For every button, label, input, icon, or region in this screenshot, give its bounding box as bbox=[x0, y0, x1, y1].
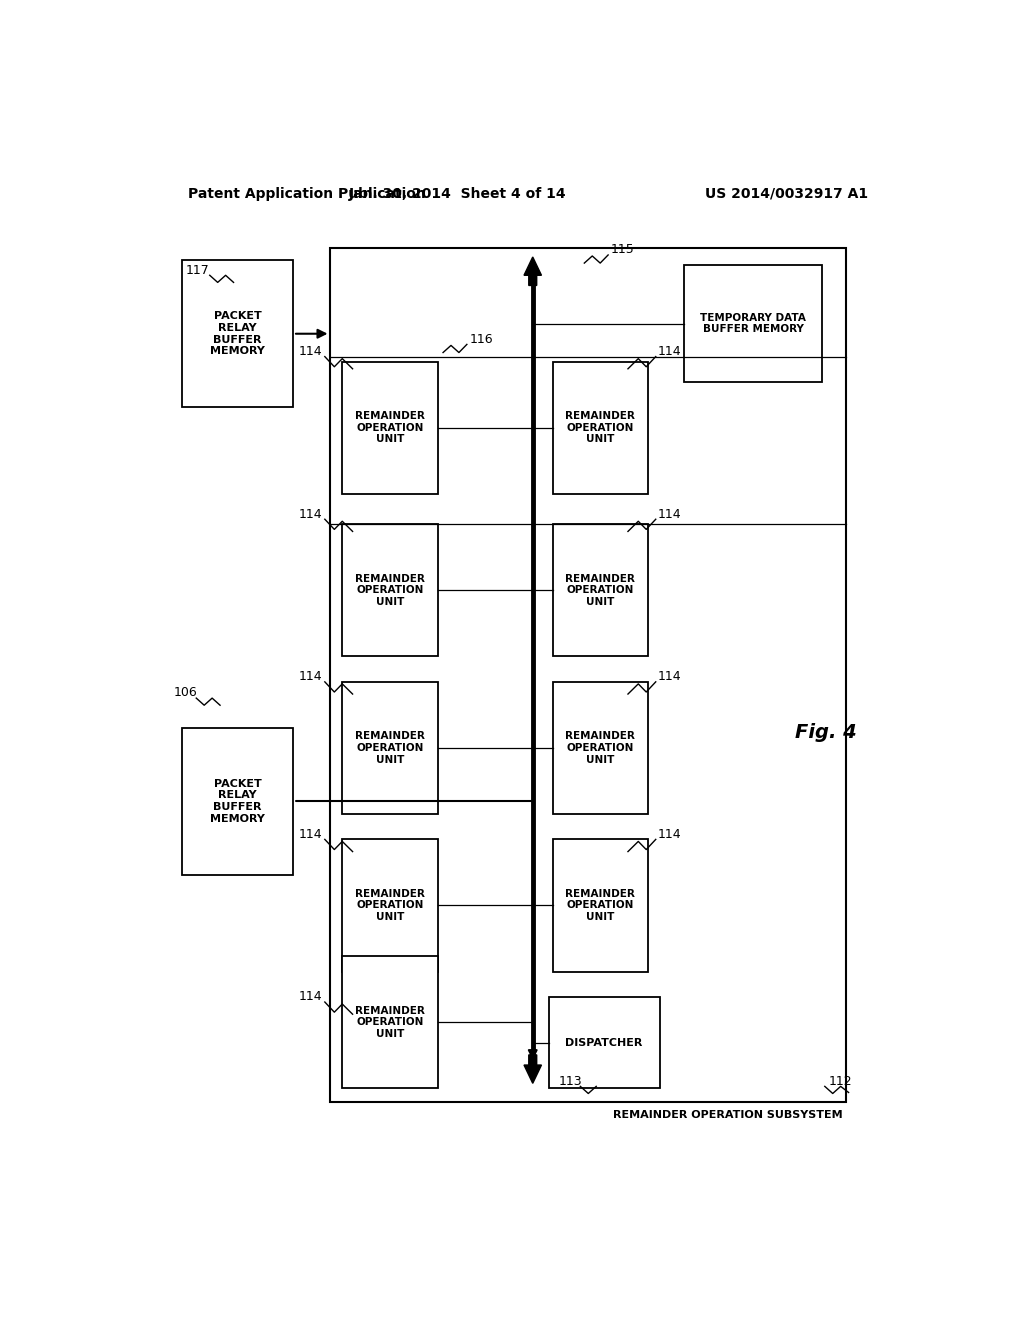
Bar bbox=[342, 682, 437, 814]
Text: Fig. 4: Fig. 4 bbox=[795, 723, 856, 742]
Text: REMAINDER
OPERATION
UNIT: REMAINDER OPERATION UNIT bbox=[565, 888, 635, 923]
Text: REMAINDER
OPERATION
UNIT: REMAINDER OPERATION UNIT bbox=[355, 1006, 425, 1039]
Text: 114: 114 bbox=[299, 508, 323, 520]
Text: 114: 114 bbox=[658, 828, 682, 841]
Text: REMAINDER
OPERATION
UNIT: REMAINDER OPERATION UNIT bbox=[565, 574, 635, 607]
Text: 114: 114 bbox=[299, 671, 323, 684]
Text: 114: 114 bbox=[658, 671, 682, 684]
FancyArrow shape bbox=[524, 257, 542, 285]
Text: REMAINDER
OPERATION
UNIT: REMAINDER OPERATION UNIT bbox=[355, 574, 425, 607]
Bar bbox=[553, 682, 648, 814]
Text: REMAINDER
OPERATION
UNIT: REMAINDER OPERATION UNIT bbox=[355, 411, 425, 445]
Bar bbox=[342, 840, 437, 972]
Text: 112: 112 bbox=[828, 1074, 852, 1088]
Text: Patent Application Publication: Patent Application Publication bbox=[187, 187, 425, 201]
Text: PACKET
RELAY
BUFFER
MEMORY: PACKET RELAY BUFFER MEMORY bbox=[210, 312, 265, 356]
Bar bbox=[684, 265, 822, 381]
Text: 116: 116 bbox=[469, 333, 493, 346]
Text: 114: 114 bbox=[299, 345, 323, 358]
Bar bbox=[342, 956, 437, 1089]
Bar bbox=[182, 727, 293, 875]
Text: US 2014/0032917 A1: US 2014/0032917 A1 bbox=[706, 187, 868, 201]
Text: 115: 115 bbox=[610, 243, 634, 256]
Text: 117: 117 bbox=[186, 264, 210, 277]
Bar bbox=[553, 524, 648, 656]
Text: REMAINDER
OPERATION
UNIT: REMAINDER OPERATION UNIT bbox=[355, 888, 425, 923]
Text: 114: 114 bbox=[299, 990, 323, 1003]
FancyArrow shape bbox=[524, 1055, 542, 1084]
Text: DISPATCHER: DISPATCHER bbox=[565, 1038, 643, 1048]
Text: REMAINDER
OPERATION
UNIT: REMAINDER OPERATION UNIT bbox=[565, 411, 635, 445]
Text: 114: 114 bbox=[658, 508, 682, 520]
Text: 113: 113 bbox=[559, 1074, 583, 1088]
Bar bbox=[182, 260, 293, 408]
Bar bbox=[553, 362, 648, 494]
Text: PACKET
RELAY
BUFFER
MEMORY: PACKET RELAY BUFFER MEMORY bbox=[210, 779, 265, 824]
Text: 106: 106 bbox=[174, 685, 198, 698]
Bar bbox=[331, 248, 846, 1102]
Text: 114: 114 bbox=[299, 828, 323, 841]
Text: Jan. 30, 2014  Sheet 4 of 14: Jan. 30, 2014 Sheet 4 of 14 bbox=[348, 187, 566, 201]
Bar bbox=[553, 840, 648, 972]
Bar bbox=[342, 362, 437, 494]
Bar bbox=[342, 524, 437, 656]
Text: REMAINDER OPERATION SUBSYSTEM: REMAINDER OPERATION SUBSYSTEM bbox=[612, 1110, 842, 1119]
Text: REMAINDER
OPERATION
UNIT: REMAINDER OPERATION UNIT bbox=[355, 731, 425, 764]
Text: 114: 114 bbox=[658, 345, 682, 358]
Text: REMAINDER
OPERATION
UNIT: REMAINDER OPERATION UNIT bbox=[565, 731, 635, 764]
Text: TEMPORARY DATA
BUFFER MEMORY: TEMPORARY DATA BUFFER MEMORY bbox=[700, 313, 806, 334]
Bar bbox=[549, 997, 659, 1089]
